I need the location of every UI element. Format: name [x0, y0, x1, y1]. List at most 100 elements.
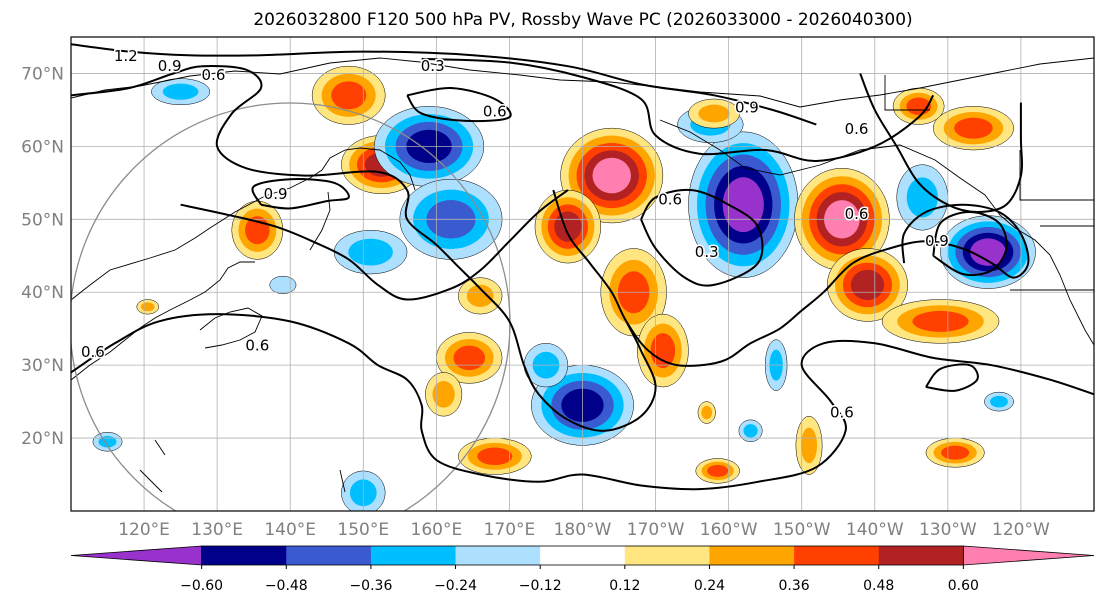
pv-anomaly-band-24-1 [432, 380, 455, 408]
colorbar-swatch-5 [540, 546, 626, 565]
pv-contour-line-6 [180, 189, 569, 301]
colorbar-tick-label-6: 0.24 [694, 578, 725, 594]
lon-tick-label-3: 150°E [337, 520, 389, 540]
contour-label-4: 0.6 [483, 102, 507, 120]
colorbar-swatch-6 [624, 546, 710, 565]
pv-anomaly-band-27-2 [707, 464, 729, 477]
axis-labels: 20°N 30°N 40°N 50°N 60°N 70°N 120°E 130°E 140°E 1… [21, 64, 1050, 540]
pv-anomaly-band-16-1 [906, 177, 938, 218]
colorbar-swatch-2 [286, 546, 372, 565]
pv-contour-line-1 [71, 65, 657, 432]
colorbar-swatch-1 [201, 546, 287, 565]
pv-anomaly-band-10-4 [722, 177, 764, 233]
colorbar-tick-label-4: −0.12 [519, 578, 562, 594]
pv-contour-line-10 [251, 178, 350, 210]
pv-anomaly-band-15-4 [970, 238, 1006, 266]
contour-label-0: 1.2 [114, 47, 138, 65]
colorbar-extend-high [962, 545, 1095, 566]
colorbar-swatch-3 [370, 546, 457, 565]
pv-contour-line-9 [932, 211, 1008, 277]
lon-tick-label-2: 140°E [264, 520, 316, 540]
lon-tick-label-5: 170°E [484, 520, 536, 540]
pv-contour-line-3 [406, 86, 512, 123]
pv-contour-line-8 [859, 73, 1023, 213]
contour-labels: 1.2 0.9 0.6 0.3 0.6 0.9 0.6 0.9 0.6 0.6 0.9 0.3 0.6 0… [79, 45, 950, 423]
pv-anomaly-band-13-3 [850, 269, 885, 301]
lon-tick-label-12: 120°W [992, 520, 1050, 540]
pv-anomaly-band-19-2 [954, 117, 993, 139]
pv-anomaly-band-0-2 [331, 81, 367, 110]
lat-tick-label-0: 20°N [21, 429, 64, 449]
colorbar-swatch-7 [709, 546, 795, 565]
colorbar-tick-label-0: −0.60 [180, 578, 223, 594]
pv-anomaly-band-26-2 [477, 447, 513, 466]
pv-anomaly-band-7-3 [554, 211, 582, 242]
colorbar-swatch-8 [794, 546, 880, 565]
pv-anomaly-band-34-1 [990, 395, 1008, 408]
lat-tick-label-5: 70°N [21, 64, 64, 84]
pv-contours [71, 43, 1094, 491]
pv-anomaly-band-29-2 [941, 445, 970, 460]
pv-contour-line-7 [71, 313, 1094, 491]
contour-label-9: 0.6 [845, 205, 869, 223]
pv-contour-line-4 [640, 188, 764, 287]
lon-tick-label-8: 160°W [700, 520, 758, 540]
pv-anomaly-band-21-1 [698, 104, 730, 123]
chart-title: 2026032800 F120 500 hPa PV, Rossby Wave … [253, 10, 912, 30]
lat-tick-label-3: 50°N [21, 210, 64, 230]
colorbar-tick-label-5: 0.12 [609, 578, 640, 594]
lat-tick-label-1: 30°N [21, 356, 64, 376]
lon-tick-label-7: 170°W [627, 520, 685, 540]
pv-anomaly-band-36-1 [701, 405, 713, 420]
pv-anomaly-band-32-0 [269, 275, 297, 294]
pv-contour-line-2 [421, 57, 935, 163]
lon-tick-label-10: 140°W [846, 520, 904, 540]
pv-anomaly-band-37-1 [141, 302, 155, 312]
colorbar-tick-label-7: 0.36 [779, 578, 810, 594]
pv-anomaly-band-35-1 [743, 424, 758, 438]
map-frame [70, 36, 1095, 512]
contour-label-5: 0.9 [735, 99, 759, 117]
contour-label-6: 0.6 [845, 120, 869, 138]
colorbar-swatch-9 [878, 546, 964, 565]
contour-label-2: 0.6 [202, 66, 226, 84]
pv-anomaly-band-9-2 [650, 333, 676, 369]
colorbar: −0.60 −0.48 −0.36 −0.24 −0.12 0.12 0.24 0.36 0.4… [70, 545, 1095, 594]
pv-anomaly-band-6-4 [592, 157, 631, 194]
pv-anomaly-band-5-1 [348, 238, 393, 266]
colorbar-tick-label-9: 0.60 [948, 578, 979, 594]
contour-label-8: 0.6 [658, 191, 682, 209]
pv-anomaly-band-22-1 [162, 83, 199, 100]
pv-contour-line-11 [925, 363, 979, 392]
contour-label-10: 0.9 [925, 232, 949, 250]
contour-label-7: 0.9 [264, 185, 288, 203]
lon-tick-label-4: 160°E [411, 520, 463, 540]
contour-label-1: 0.9 [158, 57, 182, 75]
pv-anomaly-band-23-2 [453, 345, 486, 371]
colorbar-tick-label-3: −0.24 [434, 578, 477, 594]
contour-label-14: 0.6 [830, 404, 854, 422]
lon-tick-label-9: 150°W [773, 520, 831, 540]
lon-tick-label-11: 130°W [919, 520, 977, 540]
map-panel [71, 37, 1094, 511]
contour-label-3: 0.3 [421, 57, 445, 75]
colorbar-tick-label-1: −0.48 [265, 578, 308, 594]
colorbar-extend-low [70, 545, 203, 566]
pv-anomaly-band-25-1 [466, 284, 494, 307]
contour-label-12: 0.6 [245, 336, 269, 354]
lon-tick-label-0: 120°E [118, 520, 170, 540]
colorbar-tick-label-8: 0.48 [863, 578, 894, 594]
pv-anomaly-band-14-2 [912, 310, 969, 332]
coastlines [71, 57, 1094, 493]
lon-tick-label-1: 130°E [191, 520, 243, 540]
colorbar-swatch-4 [455, 546, 541, 565]
pv-contour-line-0 [71, 43, 817, 126]
pv-contour-line-5 [552, 189, 1030, 367]
lat-tick-label-2: 40°N [21, 283, 64, 303]
colorbar-frame [201, 545, 964, 566]
lat-tick-label-4: 60°N [21, 137, 64, 157]
contour-label-13: 0.6 [81, 343, 105, 361]
pv-anomaly-band-28-1 [800, 427, 818, 464]
contour-label-11: 0.3 [695, 243, 719, 261]
